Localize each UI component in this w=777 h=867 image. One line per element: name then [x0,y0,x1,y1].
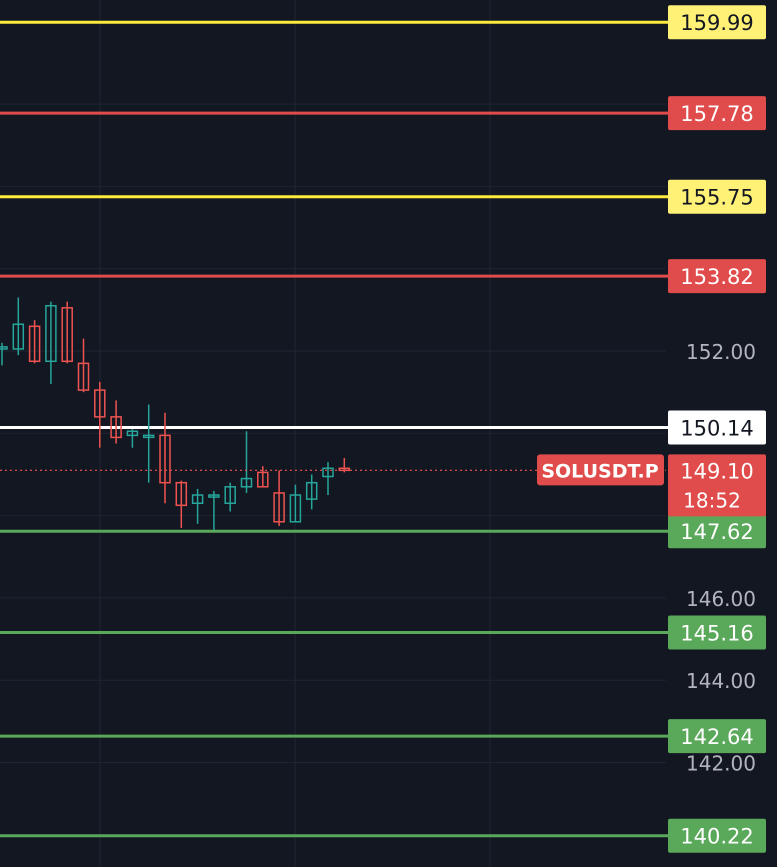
candle-body [159,434,171,484]
candle-body [208,494,220,498]
level-label: 142.64 [680,725,753,749]
level-label: 157.78 [680,102,753,126]
candle-10 [159,412,171,504]
candle-body [126,430,139,437]
candle-5 [77,338,90,393]
level-label: 150.14 [680,417,753,441]
candle-14 [224,482,236,512]
candle-19 [305,474,318,510]
candle-body [110,416,122,439]
y-tick-label: 144.00 [686,669,756,693]
symbol-tag [537,454,664,486]
candle-body [257,471,269,488]
candle-body [142,434,155,439]
last-price-tag [668,454,766,517]
level-tag-140.22 [668,818,766,853]
candle-body [305,481,318,500]
candle-body [61,307,73,363]
level-label: 155.75 [680,186,753,210]
candle-body [289,494,302,523]
countdown-label: 18:52 [683,488,741,512]
level-tag-155.75 [668,179,766,214]
candle-1 [12,297,25,356]
candle-body [191,494,204,505]
level-tag-145.16 [668,615,766,650]
candle-body [224,486,236,505]
candle-body [28,325,41,363]
candle-body [94,389,106,418]
candle-3 [45,301,57,384]
candle-12 [191,488,204,524]
candle-body [338,467,351,472]
candle-11 [175,480,188,528]
level-tag-142.64 [668,719,766,754]
candle-body [240,477,253,488]
level-tag-157.78 [668,96,766,131]
candle-20 [322,462,334,496]
candle-body [45,304,57,363]
candle-13 [208,490,220,531]
candle-body [0,346,8,350]
candles [0,297,351,531]
last-price-label: 149.10 [680,459,753,483]
candle-body [322,467,334,478]
level-tag-153.82 [668,259,766,294]
candle-7 [110,400,122,444]
candle-0 [0,342,8,366]
level-label: 140.22 [680,825,753,849]
level-label: 147.62 [680,520,753,544]
level-tag-147.62 [668,514,766,549]
symbol-label: SOLUSDT.P [541,460,658,482]
level-label: 159.99 [680,11,753,35]
level-label: 153.82 [680,265,753,289]
candle-body [175,481,188,507]
candle-body [77,362,90,391]
candle-4 [61,301,73,364]
candle-15 [240,431,253,493]
price-axis: 142.00 144.00 146.00 152.00 [686,340,756,776]
candle-body [12,323,25,350]
candle-2 [28,320,41,364]
level-label: 145.16 [680,621,753,645]
price-overlay: SOLUSDT.P 149.10 18:52 [0,454,766,517]
y-tick-label: 146.00 [686,587,756,611]
y-tick-label: 142.00 [686,752,756,776]
candle-6 [94,381,106,448]
candle-body [273,492,285,523]
y-tick-label: 152.00 [686,340,756,364]
candle-18 [289,484,302,523]
level-tag-159.99 [668,5,766,40]
candle-9 [142,404,155,483]
level-tag-150.14 [668,410,766,445]
candle-16 [257,466,269,488]
candle-21 [338,457,351,473]
candle-17 [273,470,285,526]
candle-8 [126,429,139,448]
